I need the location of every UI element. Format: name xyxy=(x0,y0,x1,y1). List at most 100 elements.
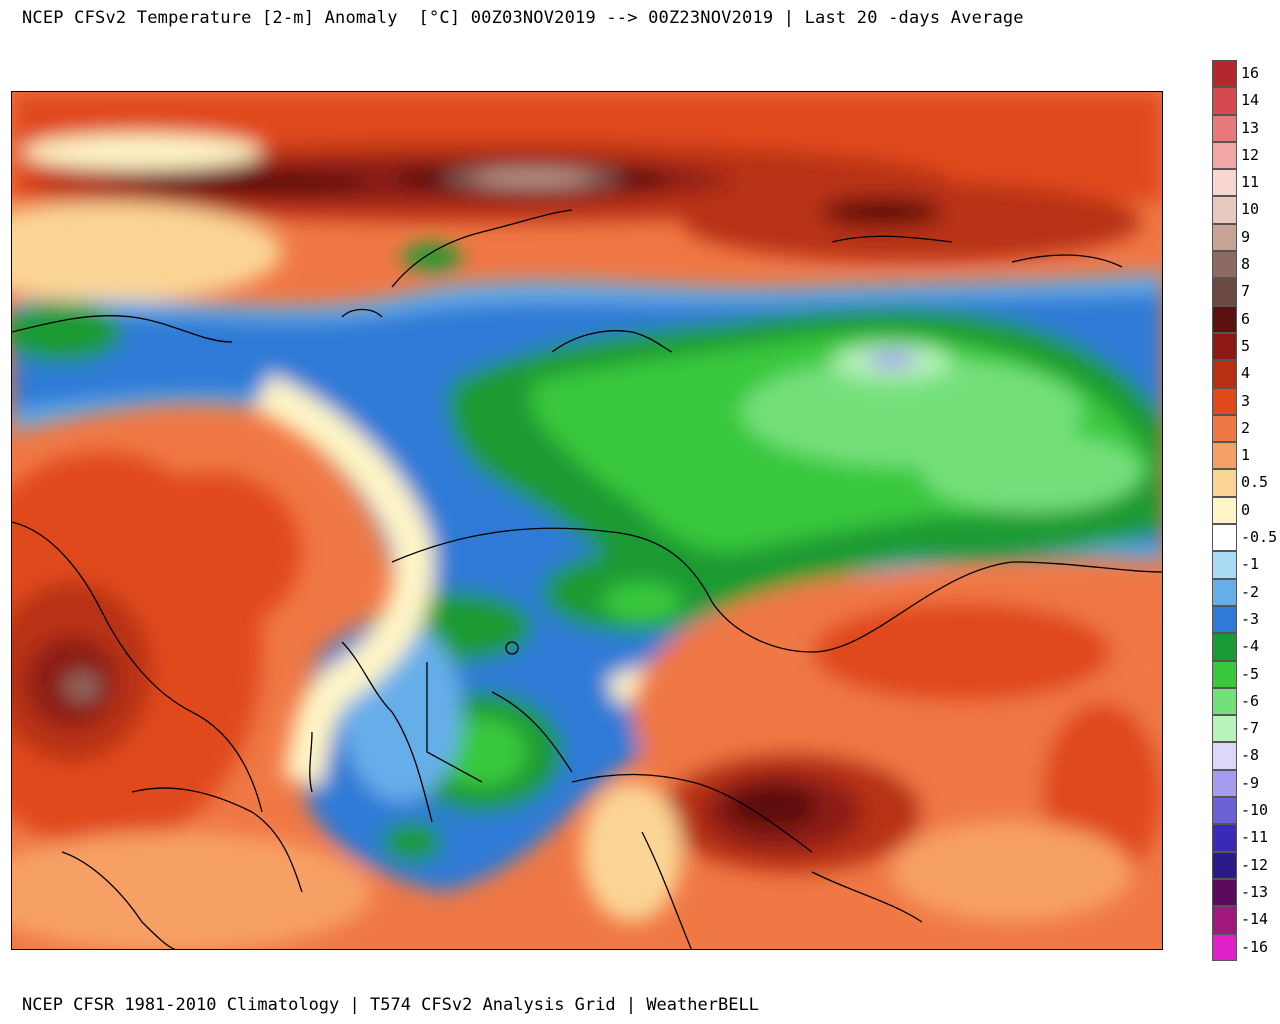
legend-swatch xyxy=(1212,906,1237,934)
legend-swatch xyxy=(1212,797,1237,825)
anomaly-field xyxy=(12,92,1162,949)
legend-row: 5 xyxy=(1212,332,1280,361)
legend-swatch xyxy=(1212,524,1237,552)
legend-label: 3 xyxy=(1241,391,1251,410)
legend-row: 10 xyxy=(1212,196,1280,224)
legend-label: -11 xyxy=(1241,828,1269,847)
legend-swatch xyxy=(1212,169,1237,197)
legend-row: -14 xyxy=(1212,906,1280,934)
legend-row: 16 xyxy=(1212,60,1280,88)
legend-row: -8 xyxy=(1212,742,1280,770)
legend-label: 12 xyxy=(1241,145,1260,164)
legend-label: 13 xyxy=(1241,118,1260,137)
legend-row: -0.5 xyxy=(1212,524,1280,552)
legend-label: -5 xyxy=(1241,664,1260,683)
legend-swatch xyxy=(1212,769,1237,798)
legend-swatch xyxy=(1212,442,1237,470)
legend-swatch xyxy=(1212,196,1237,224)
legend-row: 8 xyxy=(1212,251,1280,279)
legend-label: 6 xyxy=(1241,309,1251,328)
legend-swatch xyxy=(1212,278,1237,306)
legend-label: -14 xyxy=(1241,910,1269,929)
legend-label: 10 xyxy=(1241,200,1260,219)
legend-swatch xyxy=(1212,551,1237,579)
legend-row: 2 xyxy=(1212,414,1280,443)
legend-swatch xyxy=(1212,660,1237,688)
legend-row: 12 xyxy=(1212,141,1280,170)
color-scale-legend: 16 14 13 12 11 10 9 8 7 6 5 4 3 2 1 0.5 0 -0.5 -1 -2 -3 -4 -5 -… xyxy=(1212,60,1280,961)
legend-row: -13 xyxy=(1212,878,1280,907)
legend-row: -1 xyxy=(1212,551,1280,579)
legend-label: -7 xyxy=(1241,719,1260,738)
legend-label: -9 xyxy=(1241,773,1260,792)
footer-credits: NCEP CFSR 1981-2010 Climatology | T574 C… xyxy=(22,995,759,1015)
legend-swatch xyxy=(1212,578,1237,606)
legend-label: 7 xyxy=(1241,282,1251,301)
legend-swatch xyxy=(1212,824,1237,852)
legend-label: -8 xyxy=(1241,746,1260,765)
legend-swatch xyxy=(1212,251,1237,279)
legend-row: 14 xyxy=(1212,87,1280,115)
legend-label: 0.5 xyxy=(1241,473,1269,492)
legend-row: 0.5 xyxy=(1212,469,1280,497)
legend-label: 5 xyxy=(1241,336,1251,355)
legend-swatch xyxy=(1212,332,1237,361)
legend-row: 9 xyxy=(1212,223,1280,252)
legend-label: -16 xyxy=(1241,937,1269,956)
legend-swatch xyxy=(1212,715,1237,743)
legend-swatch xyxy=(1212,878,1237,907)
legend-row: 13 xyxy=(1212,114,1280,142)
legend-label: -6 xyxy=(1241,691,1260,710)
legend-swatch xyxy=(1212,223,1237,252)
legend-swatch xyxy=(1212,114,1237,142)
legend-row: -4 xyxy=(1212,633,1280,661)
legend-label: -2 xyxy=(1241,582,1260,601)
legend-row: -7 xyxy=(1212,715,1280,743)
legend-row: 7 xyxy=(1212,278,1280,306)
anomaly-map xyxy=(11,91,1163,950)
legend-label: -13 xyxy=(1241,882,1269,901)
legend-label: -0.5 xyxy=(1241,528,1278,547)
legend-row: -10 xyxy=(1212,797,1280,825)
legend-swatch xyxy=(1212,633,1237,661)
legend-label: 2 xyxy=(1241,418,1251,437)
legend-row: -9 xyxy=(1212,769,1280,798)
legend-label: 14 xyxy=(1241,91,1260,110)
legend-label: 11 xyxy=(1241,173,1260,192)
legend-swatch xyxy=(1212,360,1237,388)
legend-row: 1 xyxy=(1212,442,1280,470)
legend-swatch xyxy=(1212,87,1237,115)
legend-row: 6 xyxy=(1212,305,1280,333)
chart-title: NCEP CFSv2 Temperature [2-m] Anomaly [°C… xyxy=(22,8,1024,28)
legend-swatch xyxy=(1212,605,1237,634)
legend-swatch xyxy=(1212,933,1237,961)
legend-swatch xyxy=(1212,496,1237,525)
legend-row: -5 xyxy=(1212,660,1280,688)
legend-swatch xyxy=(1212,469,1237,497)
legend-label: 4 xyxy=(1241,364,1251,383)
legend-row: -11 xyxy=(1212,824,1280,852)
country-borders xyxy=(12,209,1162,949)
legend-swatch xyxy=(1212,414,1237,443)
legend-label: 8 xyxy=(1241,255,1251,274)
legend-row: -6 xyxy=(1212,687,1280,716)
legend-label: -1 xyxy=(1241,555,1260,574)
legend-swatch xyxy=(1212,387,1237,415)
legend-row: -2 xyxy=(1212,578,1280,606)
legend-label: -3 xyxy=(1241,609,1260,628)
legend-row: -16 xyxy=(1212,933,1280,961)
legend-row: -12 xyxy=(1212,851,1280,879)
legend-label: 9 xyxy=(1241,227,1251,246)
legend-label: 0 xyxy=(1241,500,1251,519)
legend-label: -4 xyxy=(1241,637,1260,656)
legend-label: 16 xyxy=(1241,64,1260,82)
legend-swatch xyxy=(1212,60,1237,88)
legend-row: 4 xyxy=(1212,360,1280,388)
legend-swatch xyxy=(1212,687,1237,716)
legend-label: 1 xyxy=(1241,446,1251,465)
legend-row: -3 xyxy=(1212,605,1280,634)
legend-label: -10 xyxy=(1241,801,1269,820)
legend-swatch xyxy=(1212,742,1237,770)
legend-swatch xyxy=(1212,851,1237,879)
legend-swatch xyxy=(1212,141,1237,170)
